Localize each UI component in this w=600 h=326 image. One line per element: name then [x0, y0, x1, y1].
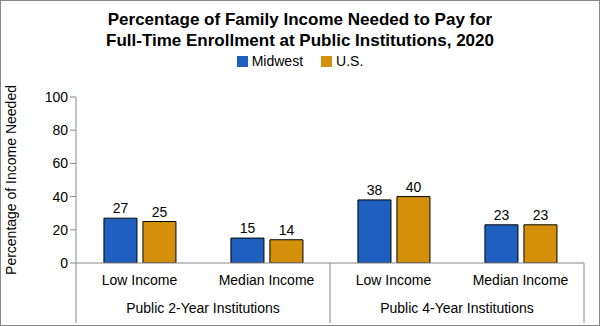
svg-text:Public 2-Year Institutions: Public 2-Year Institutions [126, 300, 280, 316]
svg-text:100: 100 [45, 89, 69, 105]
html-text:Percentage of Family Income Ne: Percentage of Family Income Needed to Pa… [106, 10, 494, 50]
svg-text:20: 20 [52, 222, 68, 238]
svg-text:40: 40 [52, 189, 68, 205]
svg-text:Low Income: Low Income [102, 272, 178, 288]
svg-text:25: 25 [152, 204, 168, 220]
svg-text:Public 4-Year Institutions: Public 4-Year Institutions [380, 300, 534, 316]
svg-text:Median Income: Median Income [219, 272, 315, 288]
svg-text:Median Income: Median Income [473, 272, 569, 288]
svg-text:15: 15 [240, 220, 256, 236]
html-text:U.S.: U.S. [336, 53, 364, 69]
svg-text:Percentage of Income Needed: Percentage of Income Needed [8, 85, 19, 275]
svg-text:60: 60 [52, 155, 68, 171]
svg-text:Low Income: Low Income [356, 272, 432, 288]
svg-text:80: 80 [52, 122, 68, 138]
html-text:Midwest: Midwest [251, 53, 304, 69]
svg-text:14: 14 [279, 222, 295, 238]
svg-text:0: 0 [60, 255, 68, 271]
svg-text:23: 23 [533, 207, 549, 223]
svg-text:23: 23 [494, 207, 510, 223]
svg-text:38: 38 [367, 182, 383, 198]
svg-text:40: 40 [406, 179, 422, 195]
svg-text:27: 27 [113, 200, 129, 216]
